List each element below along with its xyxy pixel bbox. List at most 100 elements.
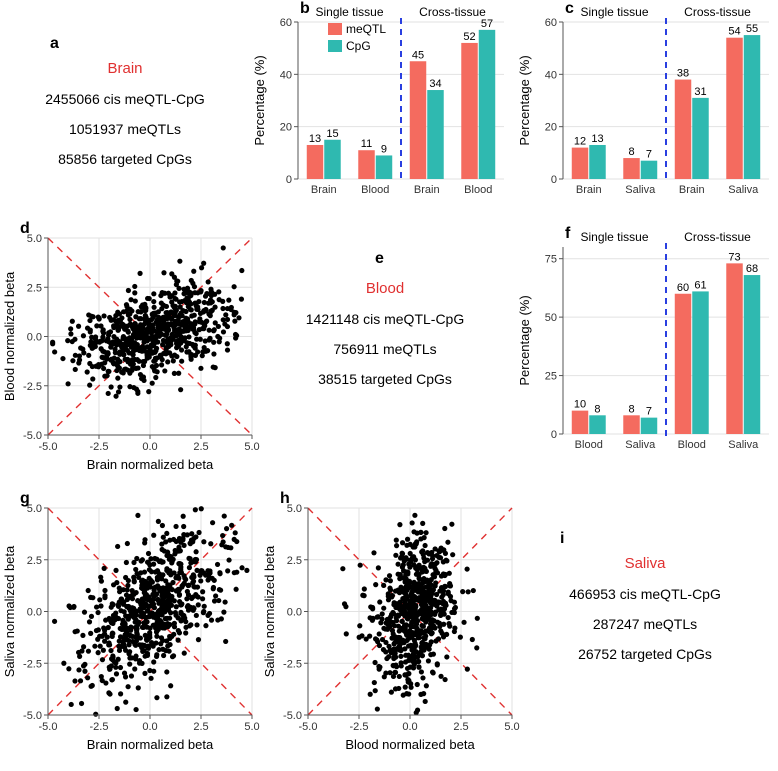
panel-a-line-0: 2455066 cis meQTL-CpG (10, 91, 240, 107)
svg-text:Cross-tissue: Cross-tissue (419, 5, 486, 19)
svg-text:-2.5: -2.5 (283, 658, 302, 670)
panel-c: c 0204060Percentage (%)1213Brain87Saliva… (515, 0, 775, 220)
svg-text:15: 15 (326, 128, 338, 140)
panel-a: a Brain 2455066 cis meQTL-CpG 1051937 me… (10, 30, 240, 210)
svg-text:7: 7 (646, 406, 652, 418)
svg-text:2.5: 2.5 (27, 555, 42, 567)
svg-text:34: 34 (429, 78, 441, 90)
svg-text:Single tissue: Single tissue (315, 5, 383, 19)
panel-b-label: b (300, 0, 310, 18)
svg-text:Blood: Blood (464, 184, 492, 196)
svg-text:0: 0 (551, 174, 557, 186)
svg-text:-5.0: -5.0 (283, 710, 302, 722)
svg-text:0.0: 0.0 (27, 332, 42, 344)
svg-text:13: 13 (591, 133, 603, 145)
svg-text:Brain: Brain (311, 184, 337, 196)
svg-text:Blood: Blood (678, 439, 706, 451)
svg-text:0.0: 0.0 (287, 607, 302, 619)
svg-text:11: 11 (361, 138, 372, 150)
svg-text:Cross-tissue: Cross-tissue (684, 5, 751, 19)
panel-d: d -5.0-2.50.02.55.0-5.0-2.50.02.55.0Brai… (0, 220, 260, 480)
panel-e-line-0: 1421148 cis meQTL-CpG (270, 311, 500, 327)
panel-i-label: i (560, 530, 564, 548)
panel-a-label: a (50, 35, 59, 53)
figure-root: a Brain 2455066 cis meQTL-CpG 1051937 me… (0, 0, 778, 771)
svg-text:2.5: 2.5 (27, 282, 42, 294)
svg-text:54: 54 (728, 26, 740, 38)
svg-text:Percentage (%): Percentage (%) (252, 55, 267, 145)
svg-text:73: 73 (728, 251, 740, 263)
svg-text:20: 20 (545, 122, 557, 134)
svg-text:68: 68 (746, 263, 758, 275)
svg-text:2.5: 2.5 (193, 721, 208, 733)
svg-text:0.0: 0.0 (402, 721, 417, 733)
svg-text:-5.0: -5.0 (39, 441, 58, 453)
svg-text:20: 20 (280, 122, 292, 134)
panel-i-title: Saliva (530, 555, 760, 572)
svg-text:61: 61 (694, 279, 706, 291)
svg-text:9: 9 (381, 143, 387, 155)
panel-e-line-1: 756911 meQTLs (270, 341, 500, 357)
svg-text:-5.0: -5.0 (299, 721, 318, 733)
svg-text:60: 60 (677, 282, 689, 294)
svg-text:-2.5: -2.5 (23, 658, 42, 670)
svg-text:10: 10 (574, 399, 586, 411)
svg-text:52: 52 (463, 31, 475, 43)
scatter-h: -5.0-2.50.02.55.0-5.0-2.50.02.55.0Blood … (260, 490, 520, 755)
svg-text:2.5: 2.5 (193, 441, 208, 453)
svg-text:Saliva: Saliva (728, 439, 759, 451)
svg-text:2.5: 2.5 (453, 721, 468, 733)
svg-text:Single tissue: Single tissue (580, 230, 648, 244)
scatter-d: -5.0-2.50.02.55.0-5.0-2.50.02.55.0Brain … (0, 220, 260, 475)
svg-text:0: 0 (286, 174, 292, 186)
svg-text:75: 75 (545, 254, 557, 266)
svg-text:50: 50 (545, 312, 557, 324)
svg-text:2.5: 2.5 (287, 555, 302, 567)
svg-text:Saliva: Saliva (625, 184, 656, 196)
svg-text:Single tissue: Single tissue (580, 5, 648, 19)
svg-text:Blood normalized beta: Blood normalized beta (345, 737, 475, 752)
svg-text:meQTL: meQTL (346, 22, 386, 36)
panel-a-title: Brain (10, 60, 240, 77)
svg-text:13: 13 (309, 133, 321, 145)
barchart-f: 0255075Percentage (%)108Blood87Saliva606… (515, 225, 775, 470)
svg-text:8: 8 (594, 403, 600, 415)
panel-i-line-2: 26752 targeted CpGs (530, 646, 760, 662)
panel-e: e Blood 1421148 cis meQTL-CpG 756911 meQ… (270, 250, 500, 450)
svg-text:8: 8 (628, 403, 634, 415)
svg-text:31: 31 (694, 86, 706, 98)
svg-text:0.0: 0.0 (142, 441, 157, 453)
svg-text:0: 0 (551, 429, 557, 441)
svg-text:Brain: Brain (679, 184, 705, 196)
svg-text:60: 60 (545, 17, 557, 29)
svg-text:7: 7 (646, 149, 652, 161)
panel-i-line-1: 287247 meQTLs (530, 616, 760, 632)
panel-h: h -5.0-2.50.02.55.0-5.0-2.50.02.55.0Bloo… (260, 490, 520, 760)
panel-c-label: c (565, 0, 574, 18)
barchart-b: 0204060Percentage (%)1315Brain119Blood45… (250, 0, 510, 215)
svg-text:Cross-tissue: Cross-tissue (684, 230, 751, 244)
svg-text:Blood normalized beta: Blood normalized beta (2, 271, 17, 401)
svg-text:-2.5: -2.5 (90, 721, 109, 733)
svg-text:Blood: Blood (575, 439, 603, 451)
barchart-c: 0204060Percentage (%)1213Brain87Saliva38… (515, 0, 775, 215)
svg-text:25: 25 (545, 371, 557, 383)
svg-text:0.0: 0.0 (27, 607, 42, 619)
svg-text:5.0: 5.0 (504, 721, 519, 733)
panel-f-label: f (565, 225, 570, 243)
svg-text:-2.5: -2.5 (90, 441, 109, 453)
svg-text:12: 12 (574, 136, 586, 148)
svg-text:Saliva: Saliva (625, 439, 656, 451)
svg-text:-2.5: -2.5 (23, 381, 42, 393)
svg-text:40: 40 (280, 69, 292, 81)
svg-text:Brain normalized beta: Brain normalized beta (87, 457, 214, 472)
svg-text:-5.0: -5.0 (23, 710, 42, 722)
svg-text:Brain: Brain (576, 184, 602, 196)
svg-text:Saliva normalized beta: Saliva normalized beta (262, 545, 277, 677)
panel-e-line-2: 38515 targeted CpGs (270, 371, 500, 387)
svg-text:Blood: Blood (361, 184, 389, 196)
svg-text:5.0: 5.0 (244, 441, 259, 453)
panel-e-title: Blood (270, 280, 500, 297)
svg-text:8: 8 (628, 146, 634, 158)
svg-text:Percentage (%): Percentage (%) (517, 295, 532, 385)
